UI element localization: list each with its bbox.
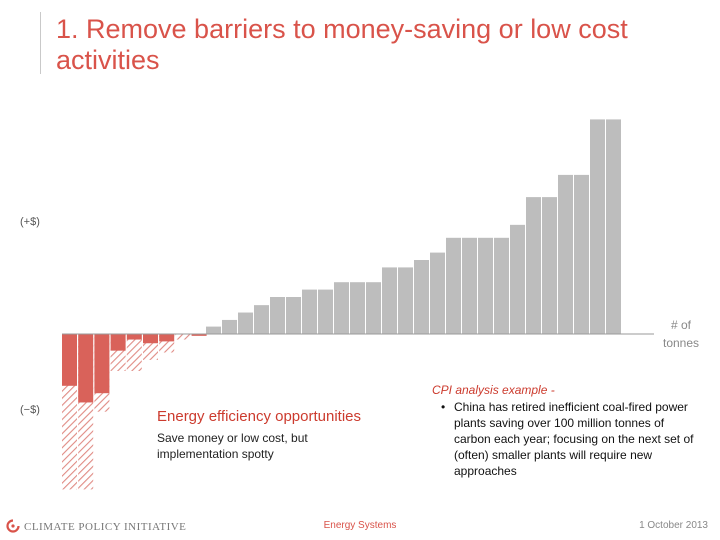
- bullet-icon: •: [441, 400, 446, 414]
- x-axis-label: # of tonnes: [662, 318, 700, 350]
- positive-bar: [510, 224, 525, 334]
- slide-title: 1. Remove barriers to money-saving or lo…: [56, 14, 628, 75]
- negative-bar: [62, 334, 77, 386]
- y-label-negative: (−$): [20, 404, 40, 416]
- positive-bar: [350, 282, 365, 334]
- negative-bars: [62, 334, 207, 490]
- positive-bar: [462, 237, 477, 334]
- positive-bar: [206, 326, 221, 334]
- negative-bar: [78, 334, 94, 403]
- positive-bar: [606, 119, 621, 335]
- cpi-logo-icon: [6, 519, 20, 533]
- positive-bars: [206, 119, 621, 335]
- negative-bar: [143, 334, 158, 344]
- footer-section: Energy Systems: [323, 520, 397, 531]
- positive-bar: [318, 289, 333, 334]
- positive-bar: [430, 252, 445, 334]
- negative-bar: [94, 334, 110, 394]
- positive-bar: [526, 197, 541, 334]
- positive-bar: [334, 282, 349, 334]
- energy-efficiency-title: Energy efficiency opportunities: [157, 408, 362, 425]
- footer-date: 1 October 2013: [639, 520, 708, 531]
- title-rule: [40, 12, 41, 74]
- hatched-bar: [126, 334, 142, 371]
- negative-bar: [159, 334, 175, 342]
- cpi-bullet-text: China has retired inefficient coal-fired…: [454, 400, 694, 478]
- cpi-bullet-item: • China has retired inefficient coal-fir…: [432, 399, 702, 479]
- cpi-example-callout: CPI analysis example - • China has retir…: [432, 383, 702, 479]
- positive-bar: [558, 174, 573, 334]
- negative-bar: [110, 334, 126, 351]
- positive-bar: [238, 312, 253, 334]
- cpi-bullet-list: • China has retired inefficient coal-fir…: [432, 399, 702, 479]
- positive-bar: [270, 297, 285, 334]
- energy-efficiency-description: Save money or low cost, but implementati…: [157, 431, 308, 461]
- positive-bar: [398, 267, 413, 334]
- positive-bar: [382, 267, 397, 334]
- positive-bar: [366, 282, 381, 334]
- positive-bar: [446, 237, 461, 334]
- energy-efficiency-callout: Energy efficiency opportunities Save mon…: [157, 408, 417, 462]
- positive-bar: [494, 237, 509, 334]
- positive-bar: [414, 260, 429, 334]
- positive-bar: [254, 305, 269, 334]
- positive-bar: [590, 119, 605, 335]
- hatched-bar: [175, 334, 191, 340]
- y-label-positive: (+$): [20, 216, 40, 228]
- positive-bar: [286, 297, 301, 334]
- cpi-example-title: CPI analysis example -: [432, 383, 555, 397]
- negative-bar: [191, 334, 207, 336]
- positive-bar: [542, 197, 557, 334]
- positive-bar: [302, 289, 317, 334]
- footer-org-name: CLIMATE POLICY INITIATIVE: [24, 521, 187, 533]
- positive-bar: [574, 174, 589, 334]
- negative-bar: [126, 334, 142, 340]
- positive-bar: [222, 319, 237, 334]
- positive-bar: [478, 237, 493, 334]
